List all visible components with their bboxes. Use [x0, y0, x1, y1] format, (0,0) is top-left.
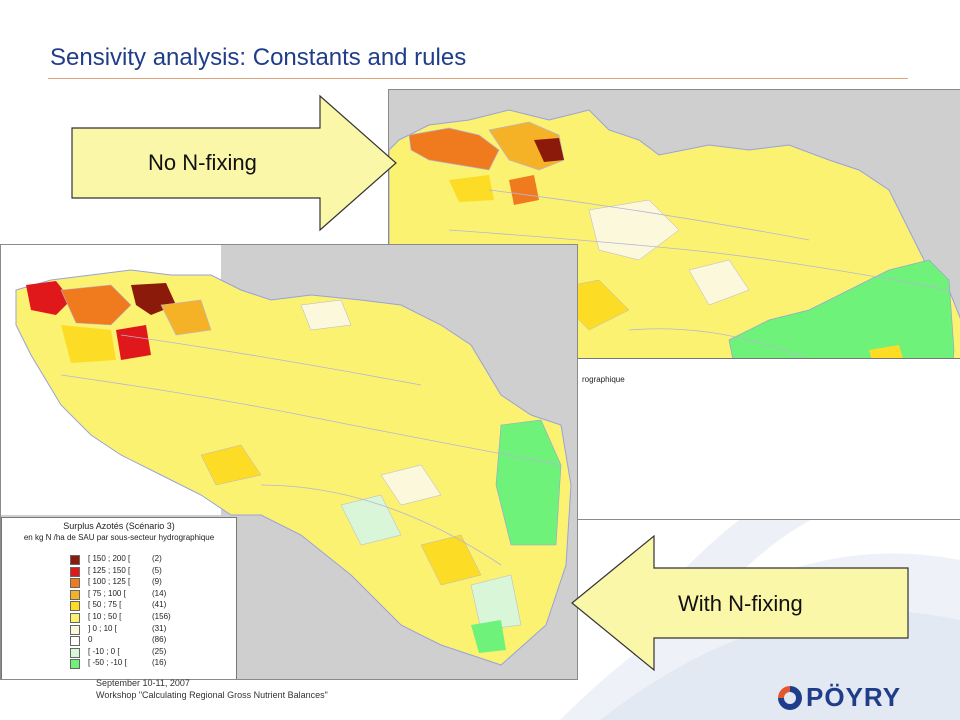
map-with-n-fixing-graphic	[1, 245, 577, 679]
legend-range: 0	[88, 635, 93, 645]
legend-count: (5)	[152, 565, 162, 575]
legend-count: (9)	[152, 577, 162, 587]
legend-count: (16)	[152, 658, 167, 668]
legend-swatch	[70, 589, 80, 600]
legend-swatch	[70, 659, 80, 670]
legend-swatch	[70, 555, 80, 565]
arrow-no-n-fixing-label: No N-fixing	[148, 150, 257, 175]
legend-swatch	[70, 578, 80, 589]
legend-swatch	[70, 636, 80, 647]
footer-workshop: Workshop "Calculating Regional Gross Nut…	[96, 690, 328, 700]
poyry-logo-text: PÖYRY	[806, 682, 902, 712]
legend-count: (25)	[152, 646, 167, 656]
legend-range: [ 75 ; 100 [	[88, 588, 126, 598]
legend-range: ] 0 ; 10 [	[88, 623, 117, 633]
legend-range: [ -10 ; 0 [	[88, 646, 120, 656]
legend-count: (14)	[152, 588, 167, 598]
arrow-no-n-fixing: No N-fixing	[70, 94, 400, 232]
arrow-no-n-fixing-shape	[71, 94, 397, 232]
arrow-with-n-fixing: With N-fixing	[568, 534, 910, 672]
footer-date: September 10-11, 2007	[96, 678, 190, 688]
legend-swatch	[70, 624, 80, 635]
poyry-logo: PÖYRY	[776, 682, 926, 712]
legend-range: [ 125 ; 150 [	[88, 565, 131, 575]
legend-range: [ 10 ; 50 [	[88, 612, 122, 621]
legend-swatch	[70, 601, 80, 612]
legend-range: [ 100 ; 125 [	[88, 577, 131, 587]
legend-count: (86)	[152, 635, 167, 645]
legend-subtitle: en kg N /ha de SAU par sous-secteur hydr…	[23, 533, 215, 542]
legend-range: [ 150 ; 200 [	[88, 554, 131, 563]
title-divider	[48, 78, 908, 79]
arrow-with-n-fixing-label: With N-fixing	[678, 591, 803, 616]
map-no-n-fixing-legend-fragment: rographique	[577, 358, 960, 519]
legend-title: Surplus Azotés (Scénario 3)	[63, 521, 175, 531]
legend-count: (31)	[152, 623, 167, 633]
legend-count: (156)	[152, 612, 171, 621]
legend-range: [ 50 ; 75 [	[88, 600, 122, 610]
legend-swatch	[70, 613, 80, 623]
legend-fragment-text: rographique	[582, 375, 625, 384]
legend-count: (41)	[152, 600, 167, 610]
poyry-logo-mark-icon	[778, 686, 802, 710]
legend-count: (2)	[152, 554, 162, 563]
map-with-n-fixing: Surplus Azotés (Scénario 3) en kg N /ha …	[0, 244, 578, 680]
arrow-with-n-fixing-shape	[571, 534, 909, 672]
map-legend: Surplus Azotés (Scénario 3) en kg N /ha …	[1, 517, 237, 679]
legend-swatch	[70, 566, 80, 577]
legend-range: [ -50 ; -10 [	[88, 658, 127, 668]
page-title: Sensivity analysis: Constants and rules	[50, 44, 467, 71]
legend-swatch	[70, 647, 80, 658]
